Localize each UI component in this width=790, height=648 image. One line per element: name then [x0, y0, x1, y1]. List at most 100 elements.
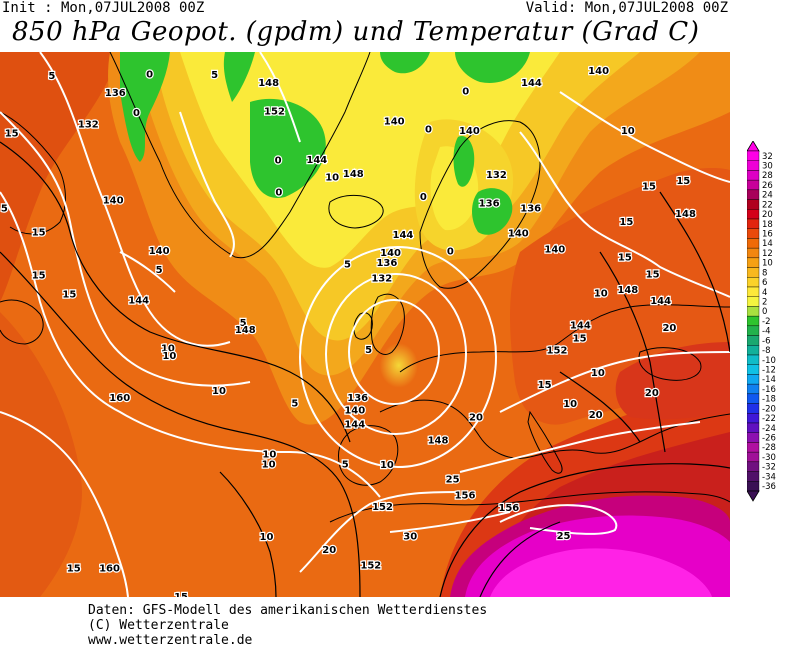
colorbar-swatch: [747, 422, 760, 433]
temperature-contour-label: 15: [174, 592, 188, 597]
geopotential-contour-label: 148: [675, 209, 696, 220]
colorbar-level-label: 8: [762, 268, 767, 278]
colorbar-swatch: [747, 170, 760, 181]
colorbar-swatch: [747, 218, 760, 229]
colorbar-top-arrow: [747, 141, 760, 152]
geopotential-contour-label: 160: [99, 564, 120, 575]
color-legend: 32302826242220181614121086420-2-4-6-8-10…: [747, 141, 776, 502]
temperature-contour-label: 5: [1, 203, 8, 214]
temperature-contour-label: 30: [403, 531, 417, 542]
colorbar-level-label: 32: [762, 152, 773, 162]
colorbar-swatch: [747, 306, 760, 317]
temperature-contour-label: 15: [67, 564, 81, 575]
temperature-contour-label: 10: [161, 343, 175, 354]
temperature-contour-label: 5: [48, 71, 55, 82]
geopotential-contour-label: 144: [128, 295, 149, 306]
temperature-contour-label: 0: [447, 246, 454, 257]
geopotential-contour-label: 148: [235, 325, 256, 336]
colorbar-level-label: -4: [762, 327, 770, 337]
temperature-contour-label: 15: [538, 380, 552, 391]
geopotential-contour-label: 152: [264, 106, 285, 117]
temperature-contour-label: 0: [462, 87, 469, 98]
temperature-contour-label: 0: [425, 124, 432, 135]
geopotential-contour-label: 148: [258, 78, 279, 89]
temperature-contour-label: 10: [594, 288, 608, 299]
temperature-contour-label: 15: [32, 270, 46, 281]
colorbar-level-label: -2: [762, 317, 770, 327]
colorbar-swatch: [747, 209, 760, 220]
temperature-contour-label: 10: [162, 351, 176, 362]
colorbar-level-label: -20: [762, 404, 776, 414]
temperature-contour-label: 10: [325, 172, 339, 183]
geopotential-contour-label: 140: [459, 126, 480, 137]
geopotential-contour-label: 148: [343, 169, 364, 180]
temperature-contour-label: 0: [146, 69, 153, 80]
temperature-contour-label: 5: [291, 398, 298, 409]
temperature-contour-label: 5: [156, 265, 163, 276]
geopotential-contour-label: 152: [547, 346, 568, 357]
colorbar-swatch: [747, 481, 760, 492]
geopotential-contour-label: 160: [109, 393, 130, 404]
colorbar-swatch: [747, 296, 760, 307]
map-title: 850 hPa Geopot. (gpdm) und Temperatur (G…: [12, 17, 700, 47]
colorbar-level-label: -36: [762, 482, 776, 492]
footer-copyright: (C) Wetterzentrale: [88, 618, 229, 633]
colorbar-swatch: [747, 335, 760, 346]
geopotential-contour-label: 132: [78, 119, 99, 130]
colorbar-swatch: [747, 325, 760, 336]
colorbar-level-label: 6: [762, 278, 767, 288]
colorbar-swatch: [747, 442, 760, 453]
colorbar-swatch: [747, 257, 760, 268]
temperature-contour-label: 10: [621, 126, 635, 137]
colorbar-bottom-arrow: [747, 490, 760, 502]
colorbar-level-label: -14: [762, 375, 776, 385]
colorbar-level-label: 10: [762, 259, 773, 269]
geopotential-contour-label: 140: [344, 406, 365, 417]
colorbar-level-label: -26: [762, 433, 776, 443]
footer-data-source: Daten: GFS-Modell des amerikanischen Wet…: [88, 603, 488, 618]
geopotential-contour-label: 144: [344, 420, 365, 431]
temperature-contour-label: 15: [642, 182, 656, 193]
temperature-contour-label: 5: [365, 345, 372, 356]
geopotential-contour-label: 136: [376, 258, 397, 269]
geopotential-contour-label: 136: [479, 198, 500, 209]
colorbar-level-label: -18: [762, 395, 776, 405]
geopotential-contour-label: 140: [588, 66, 609, 77]
temperature-contour-label: 10: [259, 532, 273, 543]
colorbar-level-label: 0: [762, 307, 767, 317]
temperature-contour-label: 20: [469, 413, 483, 424]
geopotential-contour-label: 156: [455, 491, 476, 502]
colorbar-level-label: -22: [762, 414, 776, 424]
colorbar-level-label: 30: [762, 161, 773, 171]
colorbar-swatch: [747, 403, 760, 414]
colorbar-level-label: 14: [762, 239, 773, 249]
colorbar-level-label: 22: [762, 200, 773, 210]
geopotential-contour-label: 136: [520, 203, 541, 214]
colorbar-swatch: [747, 364, 760, 375]
colorbar-level-label: -28: [762, 443, 776, 453]
temperature-contour-label: 15: [646, 269, 660, 280]
colorbar-level-label: 16: [762, 229, 773, 239]
temperature-contour-label: 15: [619, 217, 633, 228]
colorbar-swatch: [747, 354, 760, 365]
colorbar-swatch: [747, 160, 760, 171]
colorbar-swatch: [747, 471, 760, 482]
temperature-contour-label: 20: [662, 323, 676, 334]
temperature-contour-label: 10: [212, 386, 226, 397]
geopotential-contour-label: 136: [347, 393, 368, 404]
colorbar-level-label: -30: [762, 453, 776, 463]
colorbar-swatch: [747, 286, 760, 297]
geopotential-contour-label: 148: [428, 435, 449, 446]
geopotential-contour-label: 144: [306, 155, 327, 166]
temperature-contour-label: 0: [133, 108, 140, 119]
colorbar-level-label: 12: [762, 249, 773, 259]
colorbar-swatch: [747, 277, 760, 288]
colorbar-swatch: [747, 345, 760, 356]
geopotential-contour-label: 140: [380, 248, 401, 259]
temperature-contour-label: 15: [676, 176, 690, 187]
colorbar-level-label: -34: [762, 472, 776, 482]
temperature-contour-label: 15: [618, 252, 632, 263]
geopotential-contour-label: 152: [372, 502, 393, 513]
